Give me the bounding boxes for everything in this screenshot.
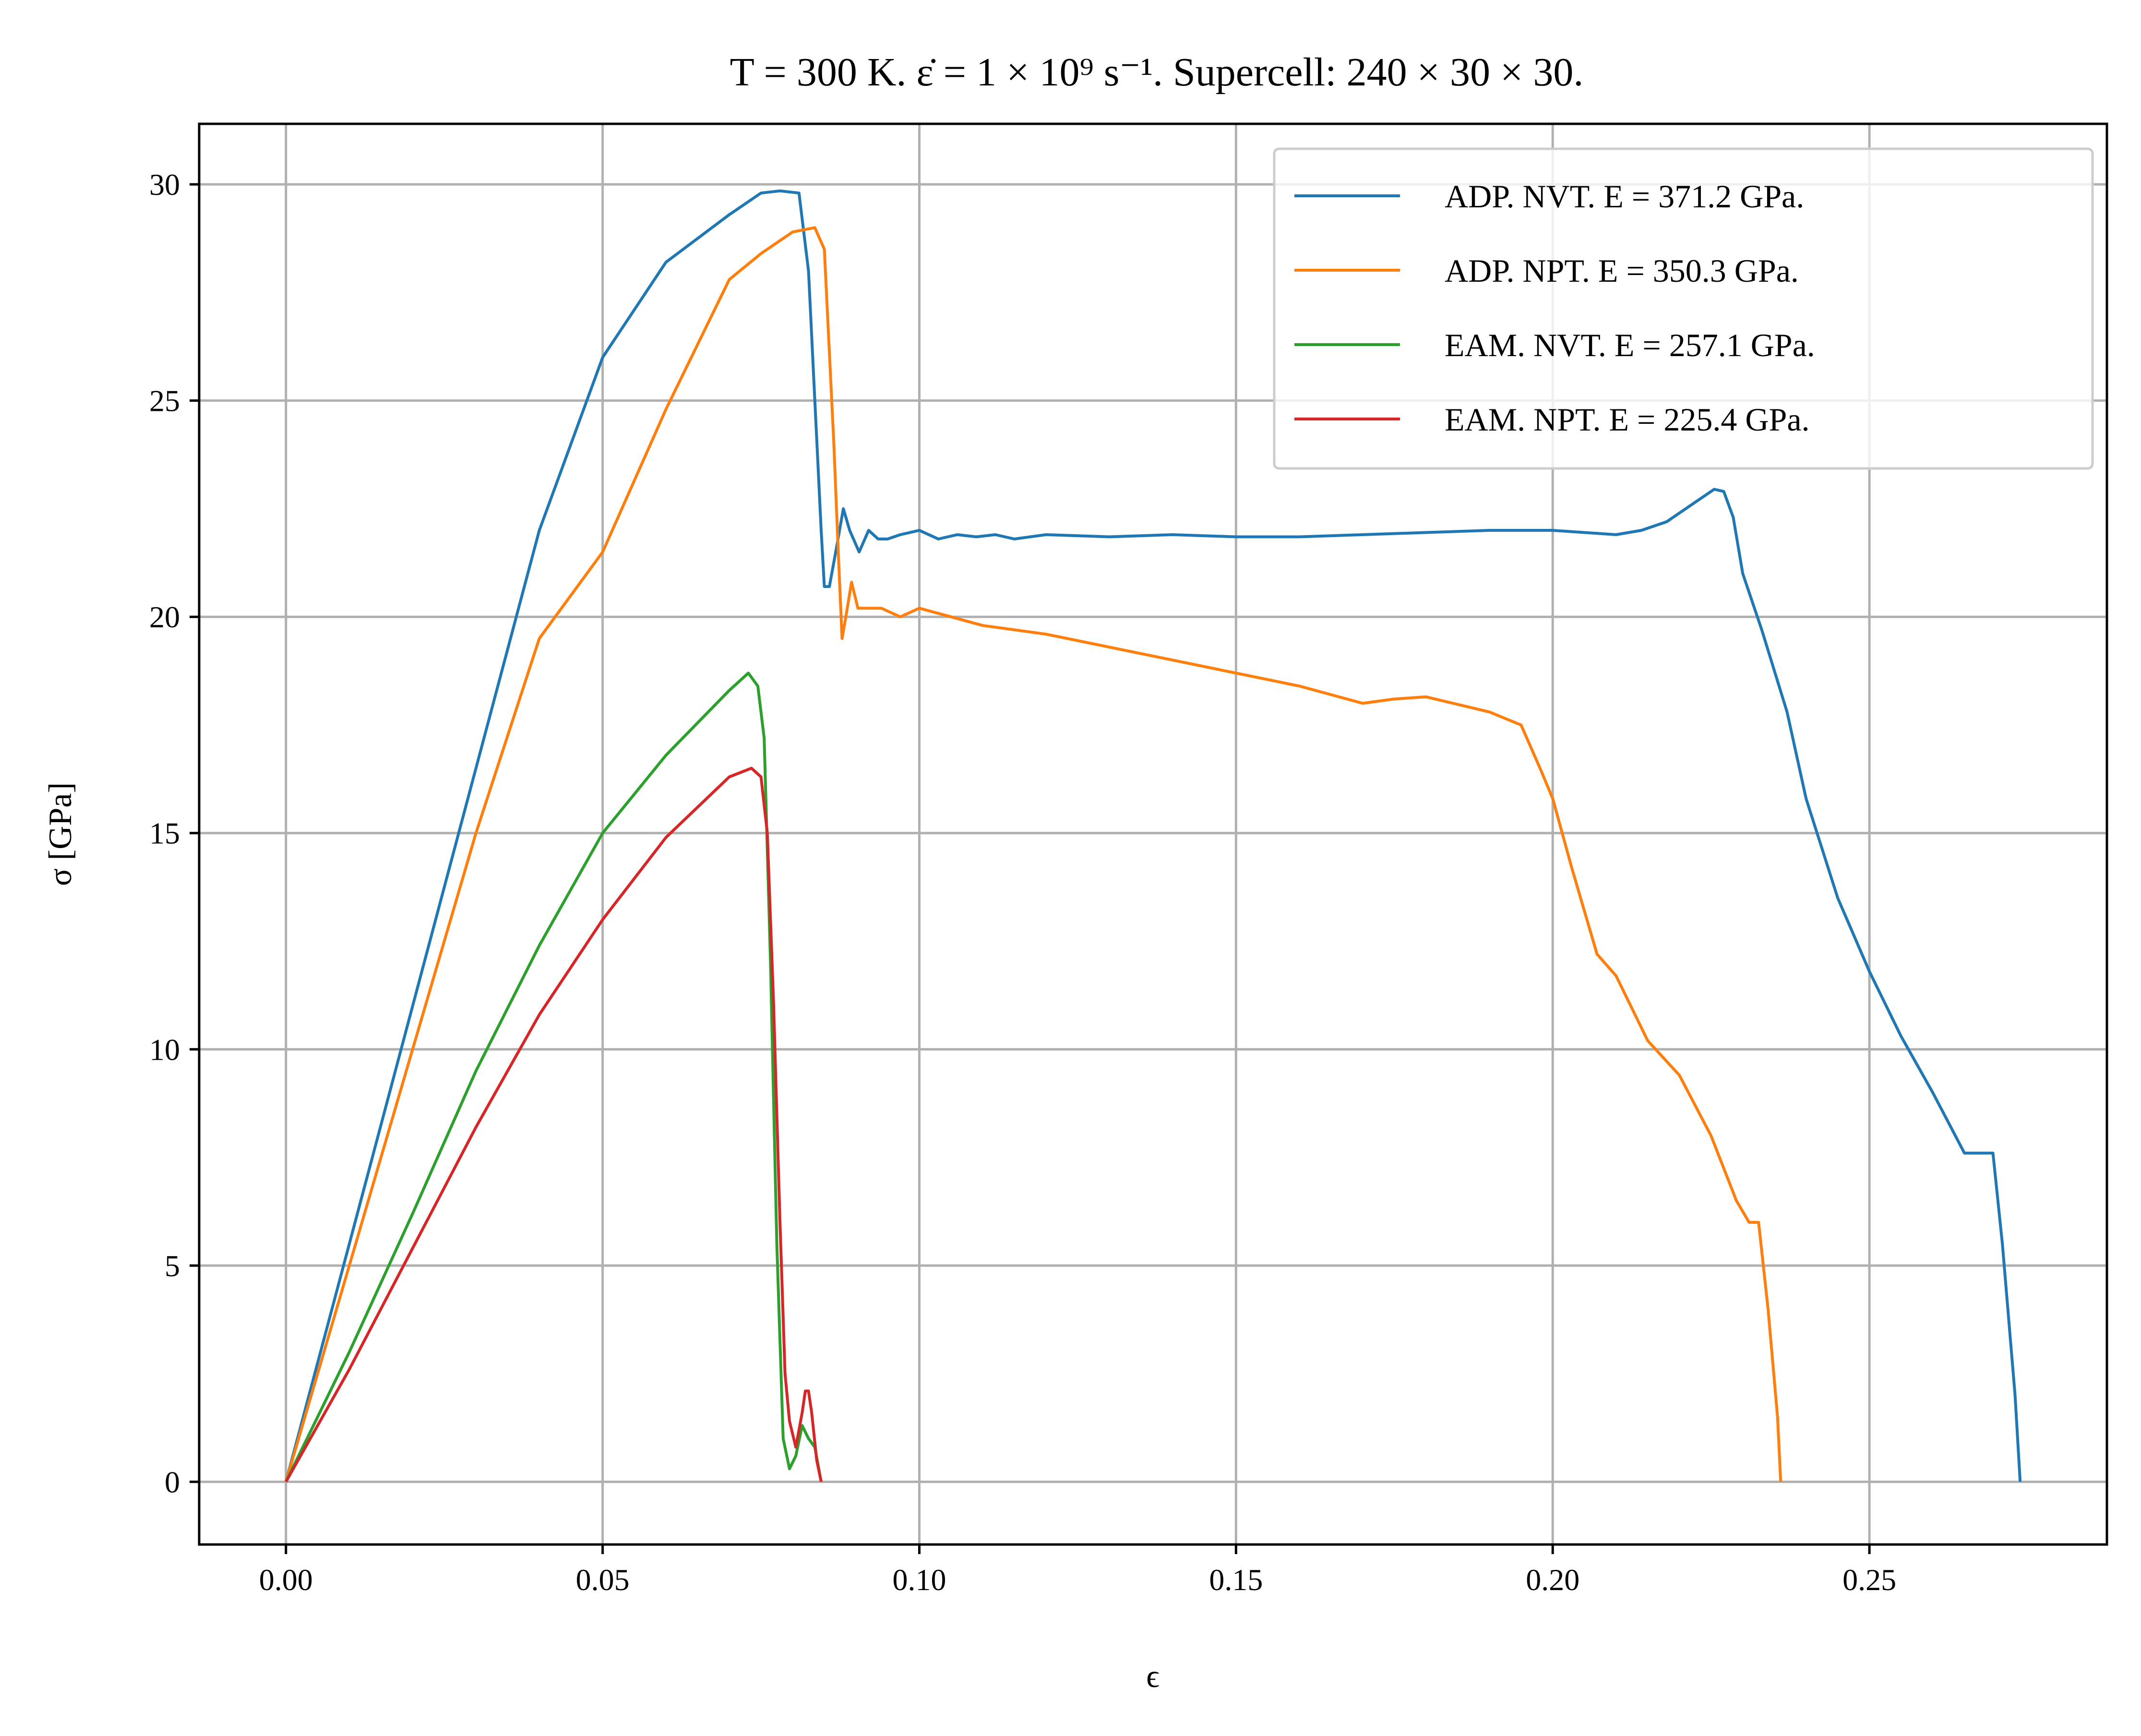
y-tick-label: 0 [165,1465,180,1499]
y-tick-label: 30 [149,168,180,202]
x-tick-label: 0.10 [893,1563,946,1597]
legend-label-3: EAM. NPT. E = 225.4 GPa. [1445,401,1810,438]
x-axis-label: ϵ [1146,1658,1160,1694]
series-line-3 [285,766,823,1483]
x-axis-ticks: 0.00 0.05 0.10 0.15 0.20 0.25 [259,1544,1896,1597]
series-line-1 [284,226,1782,1483]
y-tick-label: 10 [149,1032,180,1066]
legend-box [1273,147,2094,470]
legend-items: ADP. NVT. E = 371.2 GPa. ADP. NPT. E = 35… [1294,178,1815,438]
x-tick-label: 0.25 [1842,1563,1896,1597]
y-tick-label: 20 [149,600,180,634]
series-line-0 [284,189,2022,1483]
x-tick-label: 0.00 [259,1563,313,1597]
y-tick-label: 5 [165,1249,180,1283]
y-axis-label: σ [GPa] [42,782,78,886]
legend: ADP. NVT. E = 371.2 GPa. ADP. NPT. E = 35… [1273,147,2094,470]
x-tick-label: 0.05 [576,1563,630,1597]
legend-label-1: ADP. NPT. E = 350.3 GPa. [1445,252,1799,289]
x-tick-label: 0.20 [1526,1563,1579,1597]
chart-title: T = 300 K. ε̇ = 1 × 10⁹ s⁻¹. Supercell: … [730,50,1584,95]
legend-label-2: EAM. NVT. E = 257.1 GPa. [1445,327,1815,363]
legend-label-0: ADP. NVT. E = 371.2 GPa. [1445,178,1804,215]
y-tick-label: 25 [149,384,180,418]
y-axis-ticks: 0 5 10 15 20 25 30 [149,168,199,1499]
series-line-2 [285,671,823,1483]
y-tick-label: 15 [149,816,180,850]
x-tick-label: 0.15 [1209,1563,1263,1597]
series-lines [284,189,2022,1483]
